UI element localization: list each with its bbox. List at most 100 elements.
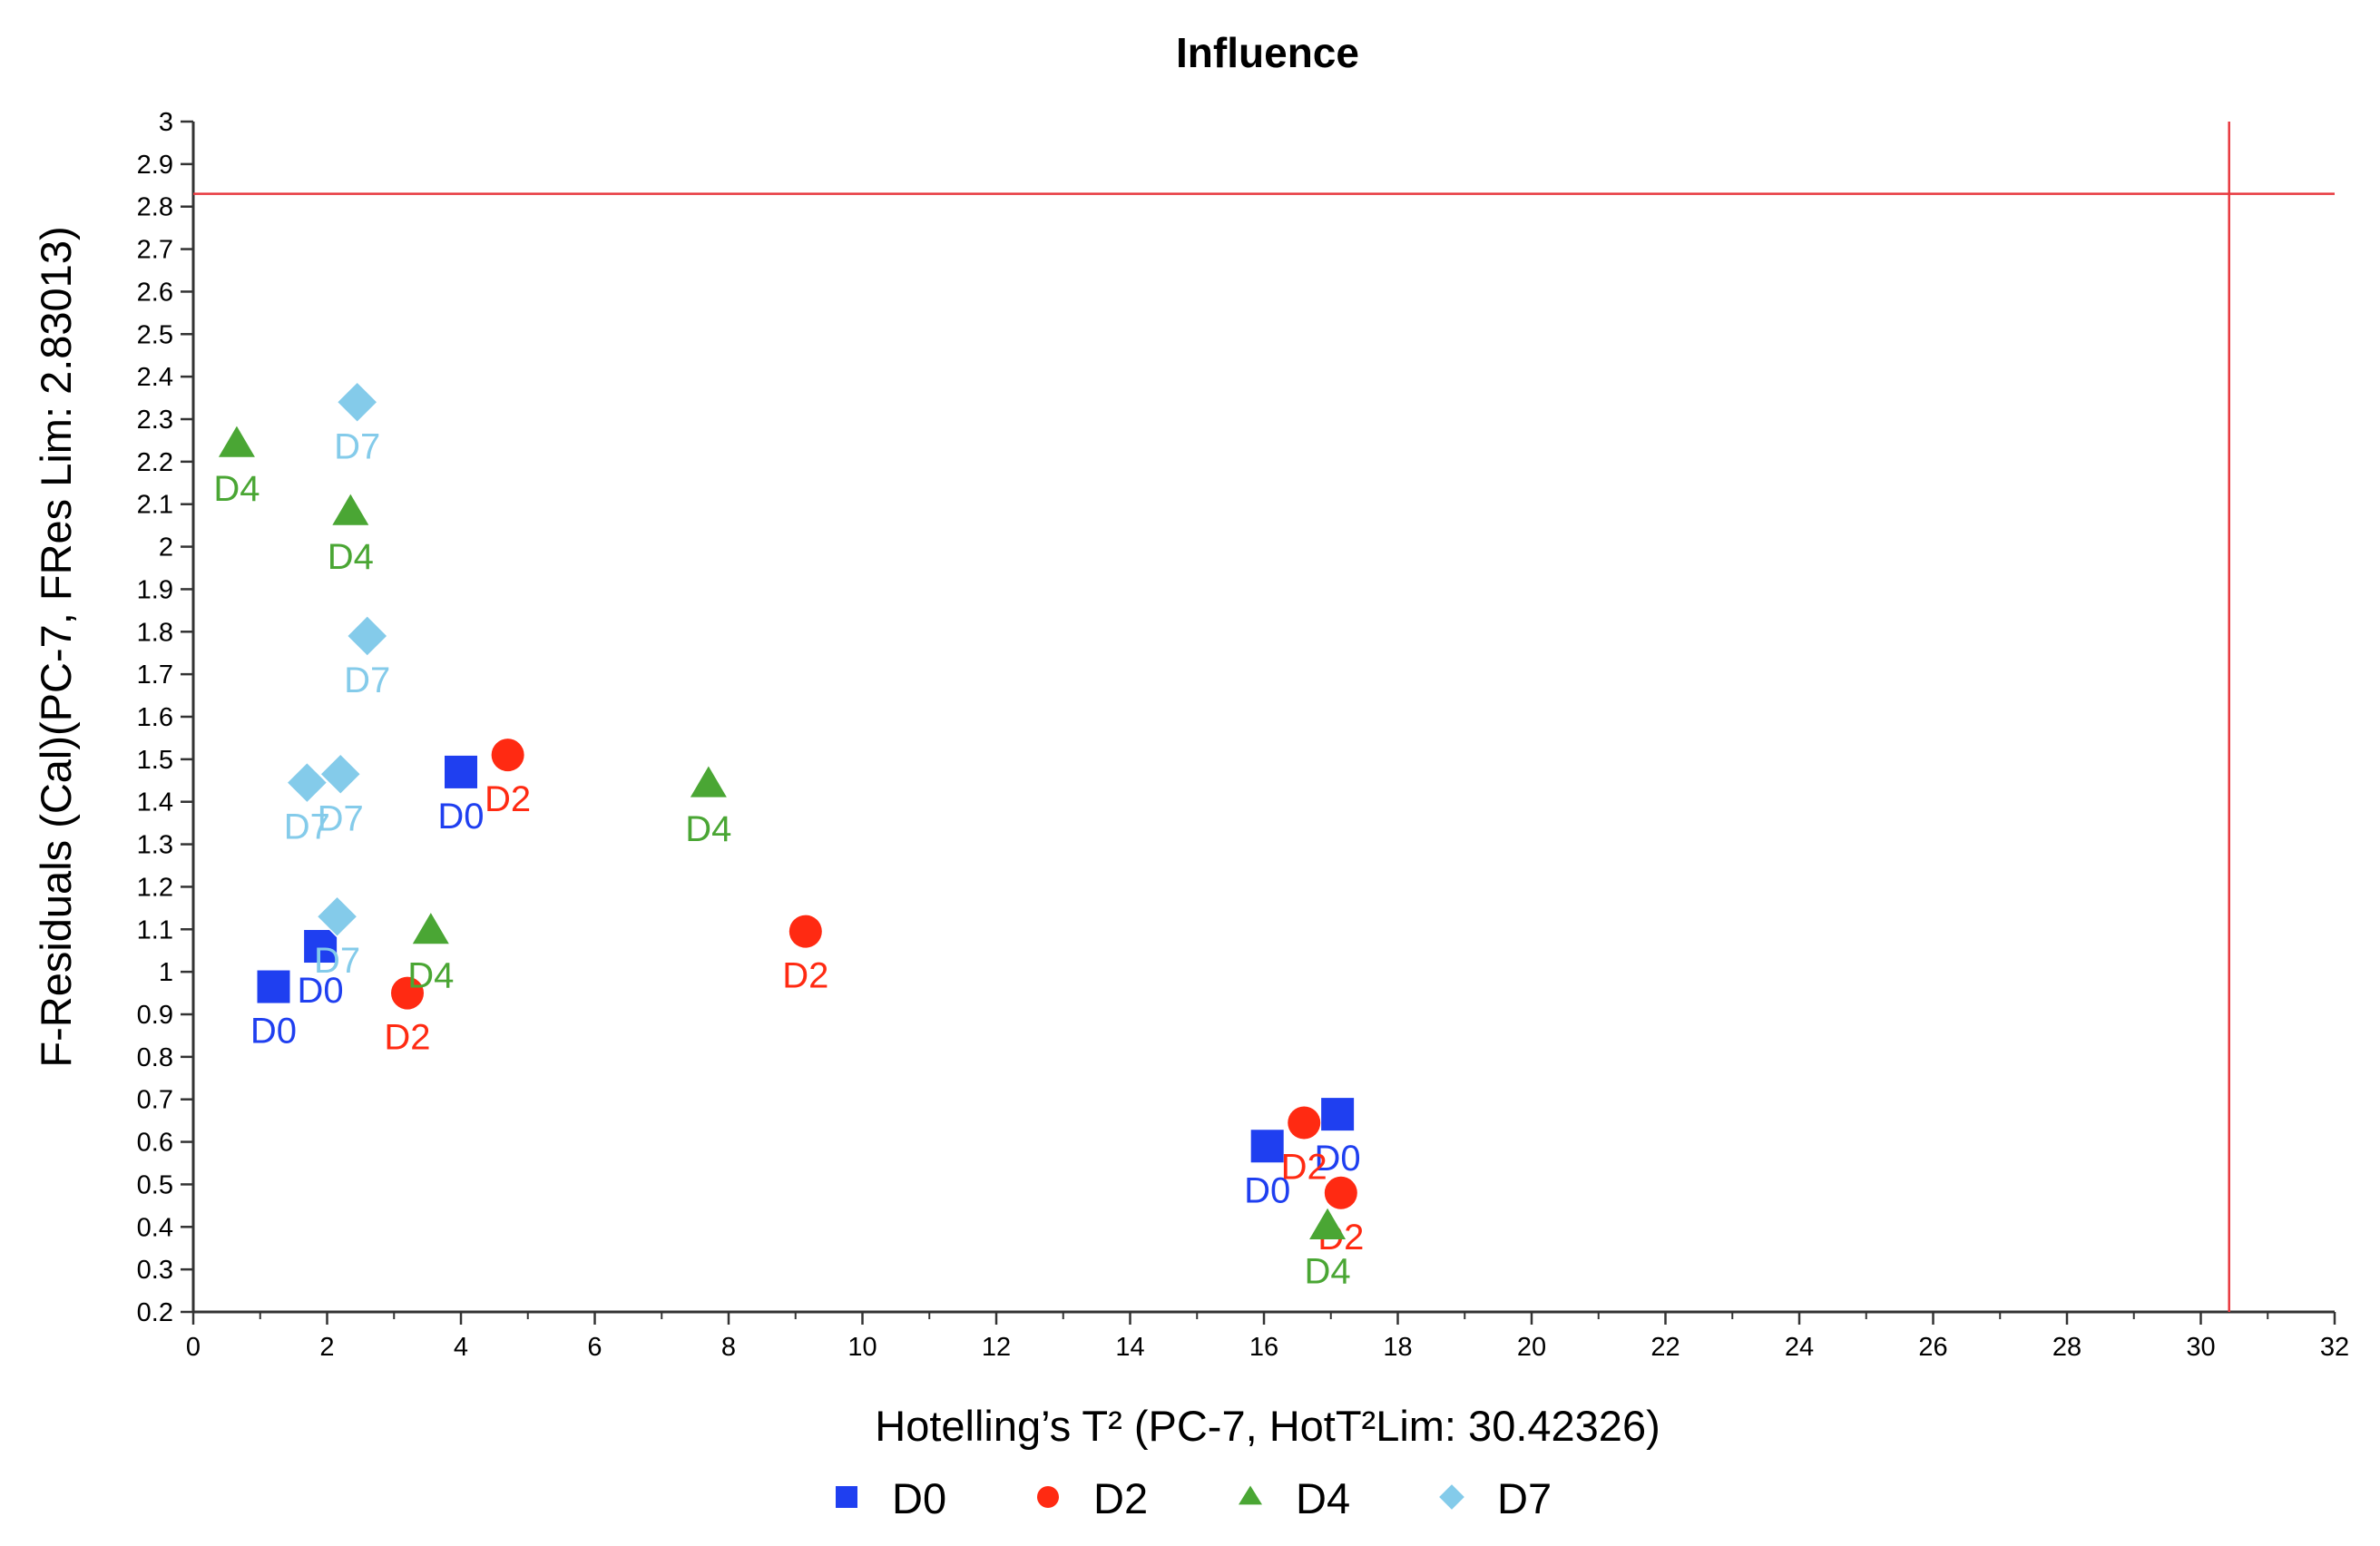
point-label-d4: D4 bbox=[328, 537, 374, 577]
point-label-d0: D0 bbox=[250, 1012, 297, 1052]
x-tick-label: 2 bbox=[319, 1333, 334, 1362]
point-d4 bbox=[1309, 1208, 1347, 1239]
point-d0 bbox=[445, 755, 477, 788]
limit-lines bbox=[193, 122, 2335, 1312]
point-label-d2: D2 bbox=[1281, 1147, 1327, 1187]
y-tick-label: 2.5 bbox=[137, 320, 173, 349]
y-axis-title: F-Residuals (Cal)(PC-7, FRes Lim: 2.8301… bbox=[32, 226, 80, 1067]
point-d2 bbox=[1324, 1176, 1357, 1209]
legend-label-d7: D7 bbox=[1497, 1474, 1552, 1522]
y-tick-label: 3 bbox=[159, 108, 173, 137]
point-d2 bbox=[788, 915, 822, 948]
y-tick-label: 2.1 bbox=[137, 491, 173, 520]
point-d4 bbox=[412, 913, 449, 944]
point-label-d7: D7 bbox=[284, 807, 330, 847]
point-label-d0: D0 bbox=[437, 797, 484, 837]
y-tick-label: 0.6 bbox=[137, 1129, 173, 1158]
x-tick-label: 24 bbox=[1785, 1333, 1814, 1362]
point-d7 bbox=[318, 752, 362, 796]
point-d7 bbox=[316, 895, 358, 938]
point-d4 bbox=[218, 426, 255, 457]
legend-label-d0: D0 bbox=[892, 1474, 946, 1522]
y-tick-label: 2.7 bbox=[137, 236, 173, 265]
y-tick-label: 2.3 bbox=[137, 406, 173, 435]
y-tick-label: 1.9 bbox=[137, 575, 173, 604]
legend-marker-d4 bbox=[1239, 1485, 1262, 1505]
point-d2 bbox=[391, 976, 424, 1010]
point-label-d0: D0 bbox=[298, 971, 344, 1011]
y-tick-label: 1.4 bbox=[137, 788, 173, 817]
y-tick-label: 0.2 bbox=[137, 1298, 173, 1327]
y-tick-label: 1 bbox=[159, 958, 173, 987]
chart-title: Influence bbox=[1176, 29, 1359, 76]
legend-label-d4: D4 bbox=[1296, 1474, 1350, 1522]
point-label-d4: D4 bbox=[685, 809, 731, 849]
legend: D0 D2 D4 D7 bbox=[836, 1474, 1552, 1522]
x-tick-label: 10 bbox=[847, 1333, 877, 1362]
y-tick-label: 2.2 bbox=[137, 448, 173, 477]
y-tick-label: 0.7 bbox=[137, 1086, 173, 1115]
y-tick-label: 0.4 bbox=[137, 1213, 173, 1242]
y-tick-label: 0.3 bbox=[137, 1256, 173, 1285]
legend-marker-d2 bbox=[1037, 1486, 1059, 1508]
legend-marker-d0 bbox=[836, 1486, 857, 1508]
y-tick-label: 1.6 bbox=[137, 703, 173, 732]
point-label-d7: D7 bbox=[318, 798, 364, 838]
point-label-d7: D7 bbox=[334, 426, 380, 466]
x-axis-title: Hotelling’s T² (PC-7, HotT²Lim: 30.42326… bbox=[875, 1402, 1660, 1450]
y-tick-label: 1.7 bbox=[137, 660, 173, 690]
x-tick-label: 8 bbox=[721, 1333, 736, 1362]
point-d4 bbox=[332, 494, 369, 525]
point-d0 bbox=[1250, 1130, 1284, 1163]
legend-marker-d7 bbox=[1437, 1482, 1466, 1512]
x-tick-label: 18 bbox=[1383, 1333, 1412, 1362]
y-tick-label: 1.1 bbox=[137, 915, 173, 944]
x-tick-label: 16 bbox=[1249, 1333, 1278, 1362]
x-tick-label: 4 bbox=[454, 1333, 468, 1362]
legend-label-d2: D2 bbox=[1093, 1474, 1148, 1522]
point-label-d7: D7 bbox=[344, 660, 390, 700]
data-points: D0D0D0D0D0D2D2D2D2D2D4D4D4D4D4D7D7D7D7D7 bbox=[213, 380, 1364, 1291]
point-label-d0: D0 bbox=[1315, 1139, 1361, 1179]
point-label-d2: D2 bbox=[485, 779, 531, 819]
point-label-d7: D7 bbox=[314, 941, 360, 981]
x-tick-label: 6 bbox=[587, 1333, 602, 1362]
x-tick-label: 14 bbox=[1115, 1333, 1144, 1362]
point-d4 bbox=[690, 766, 727, 797]
x-tick-label: 0 bbox=[186, 1333, 201, 1362]
y-tick-label: 0.5 bbox=[137, 1170, 173, 1199]
point-label-d4: D4 bbox=[213, 469, 260, 509]
y-tick-label: 1.8 bbox=[137, 618, 173, 647]
x-tick-label: 28 bbox=[2052, 1333, 2081, 1362]
x-tick-label: 26 bbox=[1918, 1333, 1947, 1362]
point-label-d2: D2 bbox=[782, 956, 828, 996]
point-d7 bbox=[285, 761, 328, 805]
y-tick-label: 1.5 bbox=[137, 746, 173, 775]
point-d7 bbox=[346, 614, 389, 658]
y-tick-label: 2.4 bbox=[137, 363, 173, 392]
x-tick-label: 12 bbox=[982, 1333, 1011, 1362]
point-d0 bbox=[257, 970, 290, 1003]
x-tick-label: 20 bbox=[1517, 1333, 1546, 1362]
x-tick-label: 32 bbox=[2320, 1333, 2349, 1362]
point-d0 bbox=[1321, 1098, 1355, 1131]
axes: 0 2 4 6 8 10 12 14 16 18 20 22 24 26 28 30 320.20.30.40.… bbox=[137, 108, 2349, 1362]
y-tick-label: 1.3 bbox=[137, 831, 173, 860]
y-tick-label: 2.8 bbox=[137, 193, 173, 222]
point-d2 bbox=[1288, 1106, 1321, 1140]
y-tick-label: 2.9 bbox=[137, 151, 173, 180]
y-tick-label: 2 bbox=[159, 533, 173, 563]
y-tick-label: 0.9 bbox=[137, 1001, 173, 1030]
y-tick-label: 1.2 bbox=[137, 873, 173, 902]
point-d7 bbox=[336, 380, 379, 424]
y-tick-label: 2.6 bbox=[137, 278, 173, 307]
point-label-d4: D4 bbox=[407, 956, 454, 996]
x-tick-label: 22 bbox=[1650, 1333, 1680, 1362]
point-d0 bbox=[304, 930, 338, 964]
point-label-d0: D0 bbox=[1244, 1170, 1290, 1210]
y-tick-label: 0.8 bbox=[137, 1043, 173, 1072]
point-d2 bbox=[491, 739, 524, 772]
point-label-d2: D2 bbox=[384, 1018, 430, 1058]
